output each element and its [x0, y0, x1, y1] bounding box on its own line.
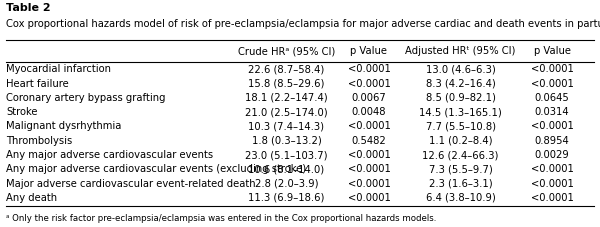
Text: Thrombolysis: Thrombolysis [6, 136, 72, 146]
Text: 18.1 (2.2–147.4): 18.1 (2.2–147.4) [245, 93, 328, 103]
Text: Any major adverse cardiovascular events: Any major adverse cardiovascular events [6, 150, 213, 160]
Text: Crude HRᵃ (95% CI): Crude HRᵃ (95% CI) [238, 46, 335, 56]
Text: 12.6 (2.4–66.3): 12.6 (2.4–66.3) [422, 150, 499, 160]
Text: Any major adverse cardiovascular events (excluding stroke): Any major adverse cardiovascular events … [6, 164, 306, 174]
Text: <0.0001: <0.0001 [530, 164, 574, 174]
Text: <0.0001: <0.0001 [530, 179, 574, 189]
Text: p Value: p Value [350, 46, 388, 56]
Text: 14.5 (1.3–165.1): 14.5 (1.3–165.1) [419, 107, 502, 117]
Text: 7.3 (5.5–9.7): 7.3 (5.5–9.7) [428, 164, 493, 174]
Text: <0.0001: <0.0001 [530, 79, 574, 89]
Text: 15.8 (8.5–29.6): 15.8 (8.5–29.6) [248, 79, 325, 89]
Text: Cox proportional hazards model of risk of pre-eclampsia/eclampsia for major adve: Cox proportional hazards model of risk o… [6, 19, 600, 29]
Text: Any death: Any death [6, 193, 57, 203]
Text: 2.8 (2.0–3.9): 2.8 (2.0–3.9) [255, 179, 318, 189]
Text: Coronary artery bypass grafting: Coronary artery bypass grafting [6, 93, 166, 103]
Text: Myocardial infarction: Myocardial infarction [6, 64, 111, 74]
Text: 1.1 (0.2–8.4): 1.1 (0.2–8.4) [429, 136, 492, 146]
Text: 0.5482: 0.5482 [352, 136, 386, 146]
Text: 13.0 (4.6–6.3): 13.0 (4.6–6.3) [425, 64, 496, 74]
Text: Stroke: Stroke [6, 107, 37, 117]
Text: 21.0 (2.5–174.0): 21.0 (2.5–174.0) [245, 107, 328, 117]
Text: 7.7 (5.5–10.8): 7.7 (5.5–10.8) [425, 121, 496, 131]
Text: ᵃ Only the risk factor pre-eclampsia/eclampsia was entered in the Cox proportion: ᵃ Only the risk factor pre-eclampsia/ecl… [6, 215, 436, 223]
Text: 23.0 (5.1–103.7): 23.0 (5.1–103.7) [245, 150, 328, 160]
Text: 0.0645: 0.0645 [535, 93, 569, 103]
Text: <0.0001: <0.0001 [530, 64, 574, 74]
Text: 8.3 (4.2–16.4): 8.3 (4.2–16.4) [425, 79, 496, 89]
Text: 10.6 (8.1–14.0): 10.6 (8.1–14.0) [248, 164, 325, 174]
Text: <0.0001: <0.0001 [530, 193, 574, 203]
Text: 0.8954: 0.8954 [535, 136, 569, 146]
Text: 22.6 (8.7–58.4): 22.6 (8.7–58.4) [248, 64, 325, 74]
Text: 8.5 (0.9–82.1): 8.5 (0.9–82.1) [425, 93, 496, 103]
Text: 0.0067: 0.0067 [352, 93, 386, 103]
Text: Adjusted HRᵗ (95% CI): Adjusted HRᵗ (95% CI) [406, 46, 515, 56]
Text: <0.0001: <0.0001 [347, 121, 391, 131]
Text: 0.0048: 0.0048 [352, 107, 386, 117]
Text: Table 2: Table 2 [6, 3, 50, 13]
Text: 0.0314: 0.0314 [535, 107, 569, 117]
Text: 2.3 (1.6–3.1): 2.3 (1.6–3.1) [428, 179, 493, 189]
Text: <0.0001: <0.0001 [347, 164, 391, 174]
Text: p Value: p Value [533, 46, 571, 56]
Text: <0.0001: <0.0001 [347, 79, 391, 89]
Text: <0.0001: <0.0001 [347, 64, 391, 74]
Text: <0.0001: <0.0001 [347, 193, 391, 203]
Text: <0.0001: <0.0001 [347, 150, 391, 160]
Text: Major adverse cardiovascular event-related death: Major adverse cardiovascular event-relat… [6, 179, 256, 189]
Text: <0.0001: <0.0001 [530, 121, 574, 131]
Text: 10.3 (7.4–14.3): 10.3 (7.4–14.3) [248, 121, 325, 131]
Text: Heart failure: Heart failure [6, 79, 69, 89]
Text: Malignant dysrhythmia: Malignant dysrhythmia [6, 121, 121, 131]
Text: 6.4 (3.8–10.9): 6.4 (3.8–10.9) [425, 193, 496, 203]
Text: 1.8 (0.3–13.2): 1.8 (0.3–13.2) [251, 136, 322, 146]
Text: 11.3 (6.9–18.6): 11.3 (6.9–18.6) [248, 193, 325, 203]
Text: 0.0029: 0.0029 [535, 150, 569, 160]
Text: <0.0001: <0.0001 [347, 179, 391, 189]
